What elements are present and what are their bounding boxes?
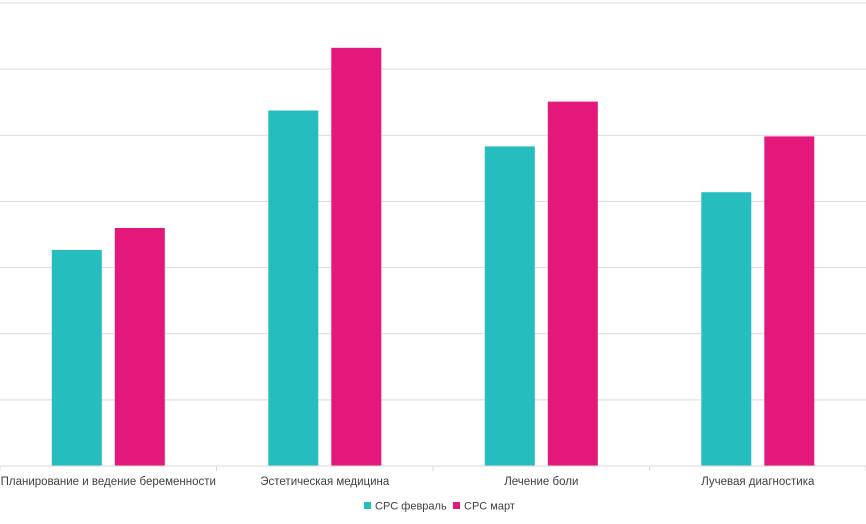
legend-swatch bbox=[364, 502, 371, 509]
category-label: Эстетическая медицина bbox=[260, 476, 390, 488]
bar-february bbox=[701, 192, 752, 466]
bar-march bbox=[331, 47, 382, 467]
bars bbox=[51, 47, 815, 467]
bar-february bbox=[484, 146, 535, 466]
category-label: Лучевая диагностика bbox=[701, 476, 815, 488]
bar-march bbox=[114, 228, 165, 466]
bar-march bbox=[764, 136, 815, 466]
bar-february bbox=[268, 110, 319, 466]
category-label: Планирование и ведение беременности bbox=[1, 476, 216, 488]
legend: CPC февраль CPC март bbox=[364, 501, 515, 513]
bar-march bbox=[547, 101, 598, 466]
category-label: Лечение боли bbox=[504, 476, 578, 488]
bar-february bbox=[51, 249, 102, 466]
legend-label: CPC февраль bbox=[375, 501, 447, 513]
legend-swatch bbox=[453, 502, 460, 509]
x-axis bbox=[0, 465, 866, 471]
legend-label: CPC март bbox=[464, 501, 515, 513]
category-labels: Планирование и ведение беременности Эстет… bbox=[1, 476, 815, 488]
